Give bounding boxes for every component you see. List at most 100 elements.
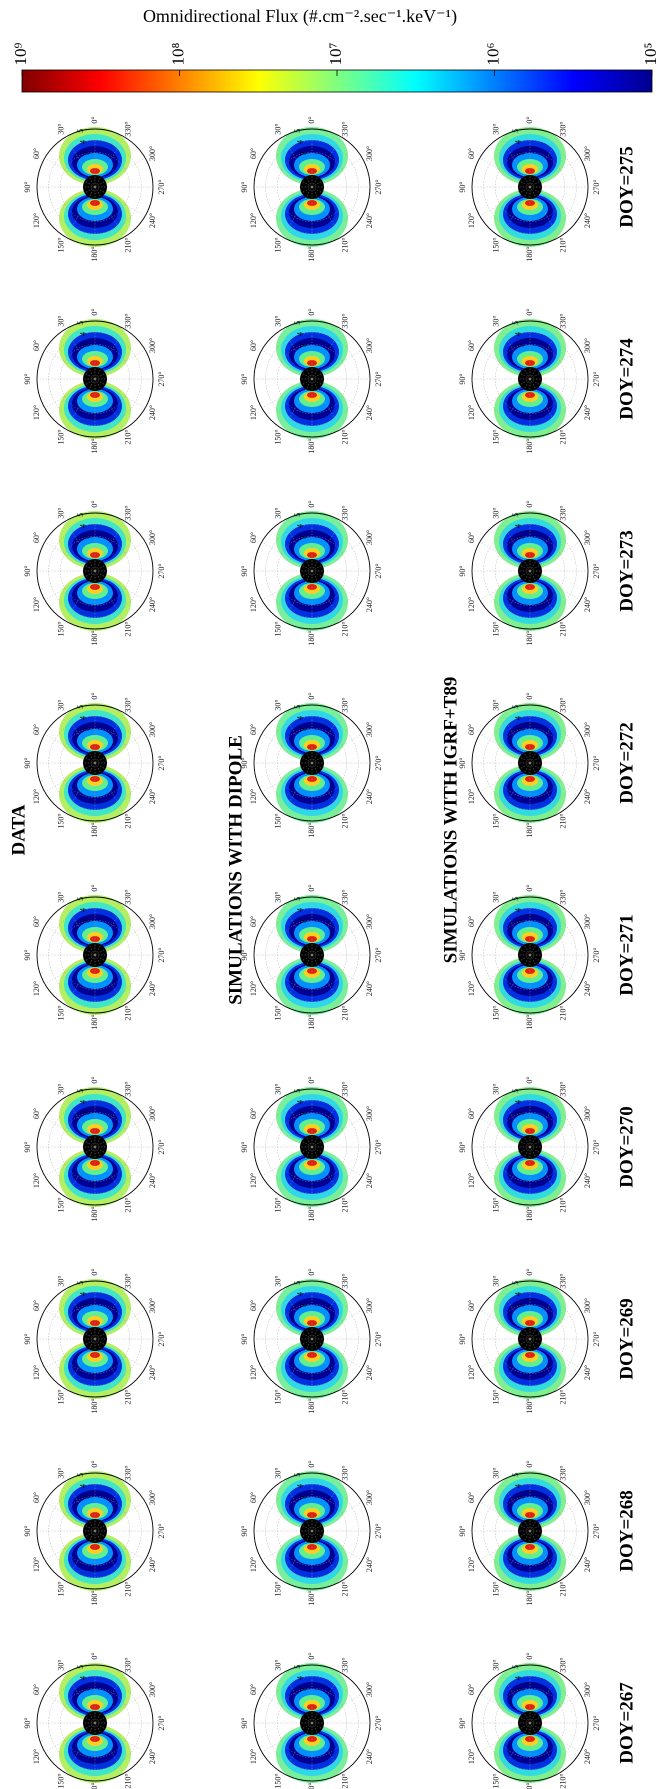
radial-tick-label: 5 — [293, 1089, 302, 1093]
angle-label: 330° — [558, 313, 567, 328]
angle-label: 270° — [592, 1331, 601, 1346]
angle-label: 330° — [558, 1465, 567, 1480]
angle-label: 210° — [558, 1389, 567, 1404]
angle-label: 60° — [32, 724, 41, 735]
angular-grid — [500, 954, 531, 1006]
angular-grid — [500, 712, 531, 764]
angular-grid — [311, 733, 363, 764]
angular-grid — [529, 1288, 560, 1340]
angle-label: 240° — [583, 981, 592, 996]
angle-label: 180° — [307, 1398, 316, 1413]
radial-tick-label: 5 — [511, 1089, 520, 1093]
angle-label: 150° — [273, 1005, 282, 1020]
angle-label: 300° — [583, 146, 592, 161]
angular-grid — [261, 1338, 313, 1369]
angle-label: 210° — [558, 1197, 567, 1212]
angle-label: 240° — [148, 1749, 157, 1764]
angular-grid — [311, 1722, 363, 1753]
angular-grid — [479, 1530, 531, 1561]
angular-grid — [65, 1338, 96, 1390]
section-title: DATA — [8, 804, 29, 855]
angle-label: 120° — [249, 1749, 258, 1764]
angular-grid — [94, 954, 146, 985]
angular-grid — [282, 904, 313, 956]
angle-label: 0° — [90, 1268, 99, 1275]
angle-label: 240° — [583, 1365, 592, 1380]
angular-grid — [282, 136, 313, 188]
angle-label: 150° — [273, 621, 282, 636]
angular-grid — [94, 1693, 146, 1724]
angular-grid — [261, 954, 313, 985]
angular-grid — [94, 570, 146, 601]
angle-label: 300° — [365, 146, 374, 161]
angle-label: 270° — [157, 1523, 166, 1538]
angle-label: 210° — [340, 621, 349, 636]
angle-label: 210° — [340, 813, 349, 828]
angle-label: 300° — [148, 338, 157, 353]
angle-label: 90° — [458, 1333, 467, 1344]
angular-grid — [529, 1722, 560, 1774]
radial-tick-label: 4 — [296, 1676, 305, 1680]
angle-label: 120° — [32, 1173, 41, 1188]
angular-grid — [311, 1530, 342, 1582]
angular-grid — [311, 570, 363, 601]
radial-grid — [495, 151, 566, 222]
angle-label: 300° — [583, 1682, 592, 1697]
radial-tick-label: 5 — [76, 705, 85, 709]
angular-grid — [94, 378, 146, 409]
angular-grid — [65, 1096, 96, 1148]
angle-label: 330° — [340, 1465, 349, 1480]
angle-label: 60° — [32, 1492, 41, 1503]
angle-label: 180° — [90, 1590, 99, 1605]
angular-grid — [529, 1096, 560, 1148]
angular-grid — [479, 1501, 531, 1532]
radial-tick-label: 4 — [79, 1676, 88, 1680]
radial-tick-label: 4 — [514, 1292, 523, 1296]
radial-tick-label: 5 — [76, 1473, 85, 1477]
angle-label: 270° — [157, 1331, 166, 1346]
radial-tick-label: 5 — [76, 129, 85, 133]
radial-grid — [495, 920, 566, 991]
radial-tick-label: 4 — [514, 1676, 523, 1680]
angle-label: 270° — [374, 179, 383, 194]
angle-label: 180° — [307, 438, 316, 453]
angle-label: 180° — [525, 246, 534, 261]
angular-grid — [94, 1501, 146, 1532]
angular-grid — [261, 1722, 313, 1753]
radial-tick-label: 5 — [293, 513, 302, 517]
angle-label: 150° — [491, 621, 500, 636]
angle-label: 210° — [340, 1581, 349, 1596]
angle-label: 150° — [56, 1005, 65, 1020]
radial-tick-label: 3 — [298, 919, 307, 923]
angular-grid — [311, 136, 342, 188]
radial-tick-label: 3 — [81, 1495, 90, 1499]
radial-tick-label: 3 — [298, 151, 307, 155]
angle-label: 180° — [90, 1206, 99, 1221]
angular-grid — [500, 570, 531, 622]
polar-plot: 3 4 5 0° 30° 60° 90° 120° 150° 180° 210° 240° 270° 30… — [240, 884, 383, 1029]
radial-tick-label: 3 — [516, 1111, 525, 1115]
angle-label: 180° — [90, 438, 99, 453]
angle-label: 30° — [56, 1275, 65, 1286]
angular-grid — [261, 157, 313, 188]
angular-grid — [311, 157, 363, 188]
angle-label: 120° — [249, 405, 258, 420]
angle-label: 30° — [491, 1467, 500, 1478]
angular-grid — [282, 954, 313, 1006]
polar-plot: 3 4 5 0° 30° 60° 90° 120° 150° 180° 210° 240° 270° 30… — [240, 308, 383, 453]
angular-grid — [529, 570, 560, 622]
radial-tick-label: 4 — [296, 524, 305, 528]
angular-grid — [261, 1117, 313, 1148]
angle-label: 90° — [240, 565, 249, 576]
angular-grid — [44, 378, 96, 409]
angle-label: 300° — [583, 1490, 592, 1505]
radial-grid — [277, 728, 348, 799]
angle-label: 30° — [491, 315, 500, 326]
angle-label: 0° — [307, 884, 316, 891]
radial-tick-label: 3 — [516, 151, 525, 155]
radial-tick-label: 4 — [514, 908, 523, 912]
angle-label: 0° — [90, 308, 99, 315]
angle-label: 120° — [32, 1365, 41, 1380]
angle-label: 60° — [467, 1684, 476, 1695]
angle-label: 210° — [340, 429, 349, 444]
